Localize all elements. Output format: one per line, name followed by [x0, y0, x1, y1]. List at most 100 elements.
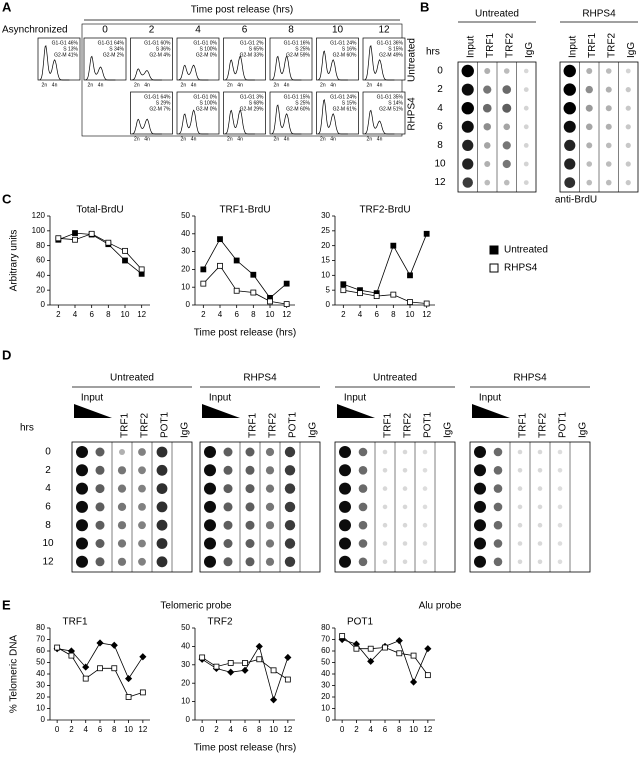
column-label: TRF1	[120, 413, 131, 438]
blot-dot	[138, 466, 146, 475]
histogram-frame	[316, 37, 359, 81]
axis-label: 4n	[284, 82, 290, 88]
blot-dot	[245, 465, 255, 475]
marker	[227, 660, 234, 666]
column-label: Input	[479, 393, 501, 404]
histogram-trace	[318, 99, 348, 135]
y-tick-label: 0	[326, 300, 331, 309]
column-label: TRF2	[606, 33, 617, 58]
column-label: TRF2	[268, 413, 279, 438]
blot-dot	[76, 464, 88, 477]
blot-dot	[523, 87, 529, 92]
marker	[110, 641, 118, 649]
blot-dot	[474, 482, 486, 495]
marker	[357, 290, 363, 297]
row-label: Asynchronized	[2, 25, 68, 36]
axis-label: 2n	[367, 136, 373, 142]
series-line	[202, 238, 287, 299]
blot-dot	[517, 504, 523, 510]
time-label: 6	[242, 25, 248, 36]
marker	[284, 653, 292, 662]
hrs-label: hrs	[20, 423, 34, 434]
column-label: TRF1	[518, 413, 529, 438]
blot-dot	[537, 559, 543, 565]
blot-dot	[474, 555, 486, 568]
x-tick-label: 6	[383, 725, 388, 734]
blot-dot	[95, 447, 105, 457]
group-label: RHPS4	[243, 373, 277, 384]
blot-dot	[493, 539, 503, 548]
blot-dot	[493, 557, 503, 567]
blot-dot	[502, 103, 512, 113]
blot-dot	[625, 142, 631, 148]
group-label: Untreated	[475, 9, 519, 20]
x-tick-label: 12	[283, 725, 292, 734]
blot-dot	[557, 468, 563, 473]
y-tick-label: 10	[36, 704, 45, 713]
marker	[105, 239, 112, 246]
axis-label: 2n	[88, 82, 94, 88]
blot-dot	[284, 520, 296, 531]
chart-title: TRF2	[208, 617, 233, 628]
blot-dot	[245, 539, 255, 548]
blot-dot	[265, 521, 275, 530]
column-label: POT1	[288, 411, 299, 438]
blot-dot	[523, 161, 529, 167]
cell-stat: G1-G1 3%	[240, 94, 264, 100]
x-tick-label: 6	[89, 310, 94, 319]
axis-label: 2n	[134, 82, 140, 88]
blot-dot	[223, 447, 233, 457]
blot-dot	[284, 556, 296, 567]
blot-dot	[557, 504, 563, 510]
group-label: RHPS4	[582, 9, 616, 20]
blot-dot	[483, 123, 491, 131]
blot-dot	[339, 555, 351, 568]
gradient-wedge	[472, 404, 510, 418]
blot-dot	[493, 466, 503, 475]
column-label: Input	[567, 36, 578, 58]
blot-dot	[483, 85, 492, 94]
cell-stat: S 15%	[388, 46, 403, 52]
blot-dot	[402, 504, 408, 510]
blot-dot	[382, 541, 388, 546]
column-label: POT1	[558, 411, 569, 438]
blot-dot	[484, 161, 491, 167]
y-tick-label: 50	[36, 658, 45, 667]
blot-dot	[462, 139, 474, 151]
marker	[125, 694, 132, 700]
marker	[122, 257, 128, 264]
y-tick-label: 0	[186, 300, 191, 309]
series-line	[343, 289, 427, 304]
histogram-frame	[130, 37, 173, 81]
column-label: Input	[465, 36, 476, 58]
blot-dot	[156, 464, 168, 476]
marker	[423, 230, 430, 237]
cell-stat: G2-M 60%	[333, 52, 357, 58]
y-tick-label: 5	[326, 285, 331, 294]
blot-dot	[585, 104, 593, 112]
blot-dot	[358, 557, 368, 567]
x-tick-label: 2	[201, 310, 206, 319]
blot-dot	[76, 446, 88, 458]
blot-dot	[204, 482, 216, 495]
axis-label: 2n	[42, 82, 48, 88]
y-tick-label: 10	[181, 697, 190, 706]
blot-dot	[625, 161, 631, 167]
blot-dot	[523, 105, 529, 111]
column-label: IgG	[308, 422, 319, 438]
row-label: 10	[434, 159, 446, 170]
blot-dot	[95, 502, 105, 512]
column-label: TRF1	[248, 413, 259, 438]
marker	[410, 678, 418, 686]
blot-dot	[493, 484, 503, 493]
y-tick-label: 0	[41, 715, 46, 724]
blot-dot	[265, 466, 275, 475]
x-tick-label: 12	[138, 725, 147, 734]
histogram-frame	[130, 91, 173, 135]
marker	[250, 271, 257, 278]
blot-dot	[484, 68, 491, 74]
blot-dot	[563, 102, 576, 115]
column-label: TRF1	[383, 413, 394, 438]
cell-stat: G2-M 51%	[379, 106, 403, 112]
blot-dot	[605, 105, 612, 112]
